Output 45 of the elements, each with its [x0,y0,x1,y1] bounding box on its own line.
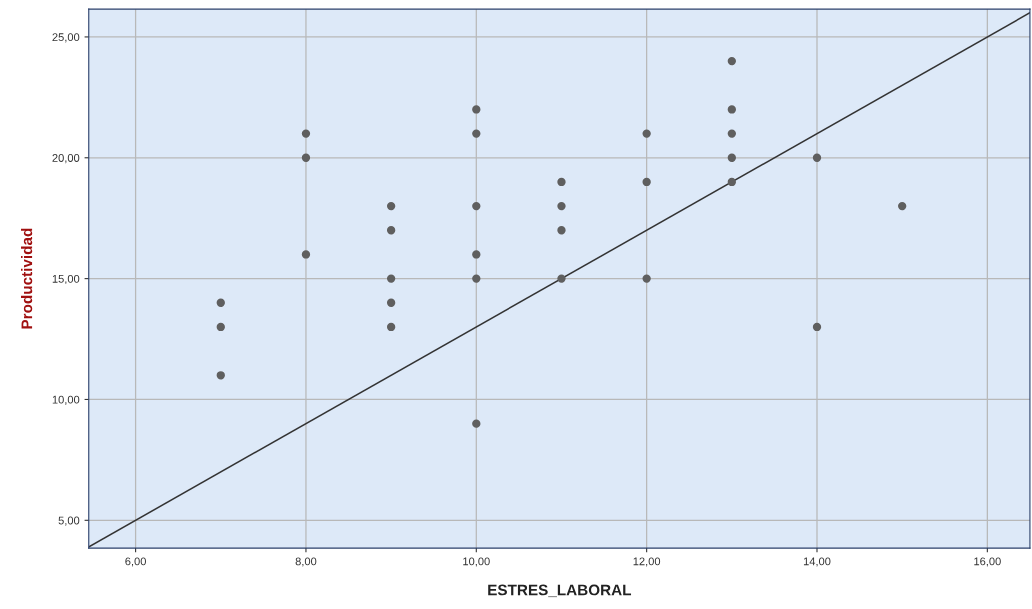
x-tick-label: 10,00 [463,557,490,567]
point [216,371,225,380]
point [642,274,651,283]
y-axis-title: Productividad [21,228,33,329]
point [727,105,736,114]
point [727,177,736,187]
point [472,419,481,428]
x-tick-label: 6,00 [125,557,146,567]
point [386,298,396,307]
point [472,274,481,283]
x-tick-label: 14,00 [803,557,831,567]
point [727,56,736,66]
point [727,153,736,162]
point [812,322,822,332]
point [301,129,311,138]
y-tick-label: 15,00 [52,274,80,285]
point [642,177,651,187]
point [472,105,481,114]
point [301,153,311,162]
point [557,226,566,235]
point [472,201,481,211]
y-tick-label: 5,00 [58,516,80,526]
point [898,201,907,211]
y-tick-label: 10,00 [52,395,80,405]
point [301,250,311,259]
point [386,201,396,211]
point [557,177,566,187]
point [727,129,736,138]
x-tick-label: 12,00 [633,557,661,567]
point [472,250,481,259]
x-tick-label: 8,00 [295,557,317,567]
point [557,274,566,283]
y-tick-label: 20,00 [52,154,80,164]
x-tick-label: 16,00 [974,557,1001,567]
point [386,322,396,332]
point [216,322,225,332]
point [812,153,822,162]
point [386,226,396,235]
point [216,298,225,307]
y-tick-label: 25,00 [52,33,80,43]
point [557,201,566,211]
point [386,274,396,283]
x-axis-title: ESTRES_LABORAL [488,584,632,598]
point [642,129,651,138]
point [472,129,481,138]
